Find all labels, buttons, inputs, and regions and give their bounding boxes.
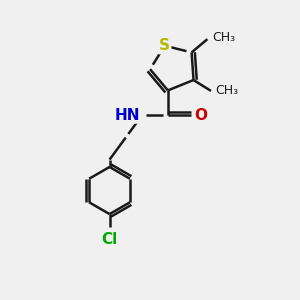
Text: CH₃: CH₃ (215, 85, 238, 98)
Text: CH₃: CH₃ (212, 31, 235, 44)
Text: HN: HN (115, 108, 140, 123)
Text: S: S (159, 38, 170, 53)
Text: Cl: Cl (101, 232, 118, 247)
Text: O: O (194, 108, 207, 123)
